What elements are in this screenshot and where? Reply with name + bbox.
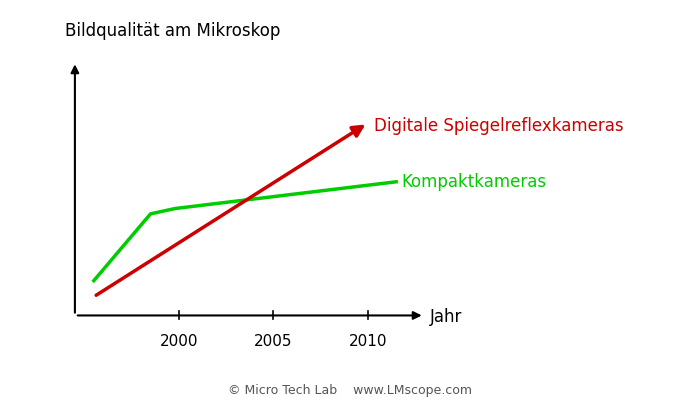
Text: Kompaktkameras: Kompaktkameras [402,173,547,191]
Text: 2005: 2005 [254,334,293,349]
Text: Digitale Spiegelreflexkameras: Digitale Spiegelreflexkameras [374,117,623,135]
Text: 2010: 2010 [349,334,387,349]
Text: Jahr: Jahr [430,308,463,326]
Text: 2000: 2000 [160,334,198,349]
Text: © Micro Tech Lab    www.LMscope.com: © Micro Tech Lab www.LMscope.com [228,384,472,397]
Text: Bildqualität am Mikroskop: Bildqualität am Mikroskop [66,22,281,40]
